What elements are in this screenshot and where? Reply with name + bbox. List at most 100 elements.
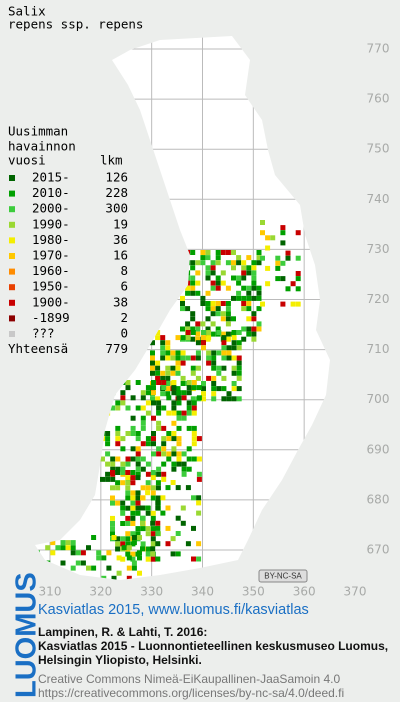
occurrence-square [115, 470, 121, 475]
occurrence-square [130, 446, 136, 452]
occurrence-square [205, 306, 211, 312]
occurrence-square [111, 575, 117, 580]
occurrence-square [125, 521, 131, 526]
occurrence-square [171, 420, 177, 426]
atlas-link[interactable]: Kasviatlas 2015, www.luomus.fi/kasviatla… [38, 602, 309, 618]
occurrence-square [215, 255, 221, 261]
occurrence-square [145, 436, 151, 442]
occurrence-square [185, 275, 191, 281]
occurrence-square [150, 350, 155, 356]
occurrence-square [125, 380, 131, 385]
occurrence-square [265, 281, 271, 287]
occurrence-square [215, 306, 221, 312]
occurrence-square [105, 471, 111, 477]
occurrence-square [231, 381, 237, 386]
occurrence-square [115, 541, 121, 547]
occurrence-square [176, 441, 182, 447]
occurrence-square [150, 495, 156, 501]
legend-swatch [9, 221, 15, 228]
occurrence-square [171, 431, 177, 436]
occurrence-square [96, 555, 102, 561]
occurrence-square [156, 425, 162, 431]
occurrence-square [140, 520, 145, 526]
occurrence-square [140, 441, 146, 447]
occurrence-square [226, 391, 232, 397]
occurrence-square [185, 306, 191, 312]
occurrence-square [180, 381, 186, 386]
occurrence-square [121, 545, 127, 551]
occurrence-square [91, 565, 97, 571]
occurrence-square [155, 480, 161, 486]
occurrence-square [125, 431, 131, 436]
legend-period: 2010- [32, 185, 70, 200]
occurrence-square [206, 355, 212, 361]
occurrence-square [206, 335, 212, 341]
occurrence-square [176, 390, 182, 396]
occurrence-square [226, 396, 232, 402]
occurrence-square [181, 410, 187, 416]
occurrence-square [155, 370, 161, 376]
occurrence-square [91, 535, 97, 540]
occurrence-square [40, 560, 46, 566]
occurrence-square [130, 510, 136, 516]
occurrence-square [140, 495, 145, 501]
occurrence-square [135, 531, 141, 537]
occurrence-square [150, 470, 156, 475]
occurrence-square [135, 490, 141, 496]
occurrence-square [105, 410, 111, 416]
occurrence-square [201, 335, 206, 341]
occurrence-square [110, 390, 116, 396]
occurrence-square [170, 536, 176, 542]
occurrence-square [220, 250, 226, 255]
occurrence-square [125, 480, 131, 486]
occurrence-square [50, 575, 56, 580]
occurrence-square [105, 395, 111, 401]
occurrence-square [205, 316, 211, 322]
occurrence-square [205, 270, 211, 276]
occurrence-square [70, 540, 76, 546]
occurrence-square [166, 431, 172, 436]
occurrence-square [45, 575, 51, 580]
occurrence-square [140, 415, 146, 421]
occurrence-square [160, 391, 166, 397]
occurrence-square [231, 275, 236, 281]
occurrence-square [35, 550, 40, 556]
occurrence-square [175, 335, 181, 341]
occurrence-square [120, 536, 126, 542]
occurrence-square [165, 386, 171, 392]
legend-col-count: lkm [100, 153, 123, 168]
occurrence-square [140, 541, 146, 547]
y-tick-label: 770 [367, 42, 390, 56]
occurrence-square [191, 441, 197, 447]
occurrence-square [186, 456, 192, 462]
occurrence-square [130, 415, 136, 421]
occurrence-square [236, 255, 242, 261]
occurrence-square [195, 355, 201, 361]
occurrence-square [155, 505, 161, 511]
occurrence-square [160, 340, 166, 346]
species-name: Salix [8, 4, 46, 19]
occurrence-square [265, 245, 271, 251]
occurrence-square [110, 405, 116, 411]
occurrence-square [120, 541, 126, 547]
occurrence-square [251, 280, 257, 286]
occurrence-square [295, 255, 301, 261]
occurrence-square [150, 541, 156, 547]
occurrence-square [125, 505, 131, 511]
occurrence-square [165, 345, 171, 351]
occurrence-square [186, 425, 192, 431]
occurrence-square [196, 495, 202, 501]
license-url[interactable]: https://creativecommons.org/licenses/by-… [38, 686, 344, 700]
occurrence-square [185, 355, 191, 361]
legend-swatch [9, 299, 15, 306]
occurrence-square [115, 546, 121, 552]
occurrence-square [161, 436, 167, 442]
occurrence-square [120, 556, 126, 562]
occurrence-square [171, 400, 177, 406]
occurrence-square [140, 526, 146, 532]
occurrence-square [275, 255, 281, 261]
occurrence-square [241, 306, 247, 312]
occurrence-square [231, 330, 237, 335]
occurrence-square [100, 436, 105, 442]
occurrence-square [100, 456, 105, 462]
